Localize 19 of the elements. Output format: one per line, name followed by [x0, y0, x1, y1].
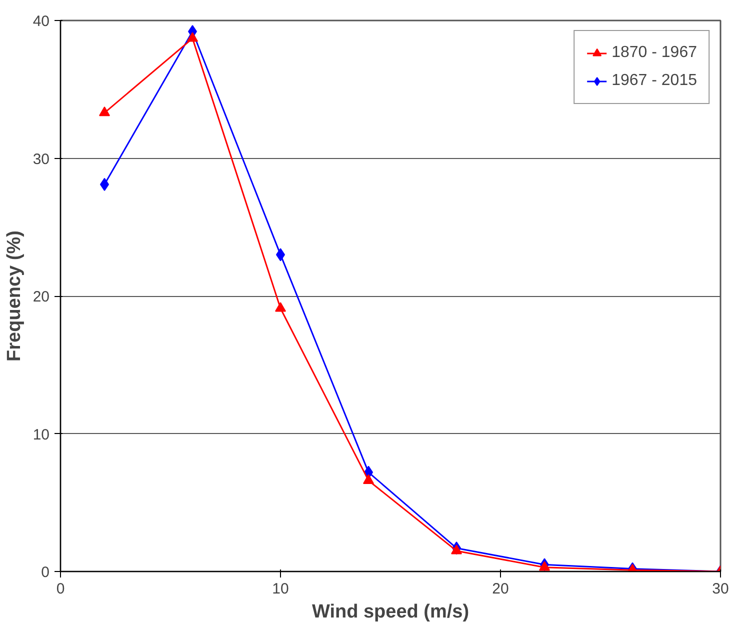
point: [539, 561, 550, 571]
y-axis-title: Frequency (%): [4, 230, 25, 362]
y-tick-label: 20: [32, 288, 50, 306]
y-tick-label: 40: [32, 13, 50, 30]
point: [99, 106, 110, 116]
x-tick-label: 10: [272, 580, 289, 598]
y-tick-label: 0: [41, 564, 50, 581]
x-axis-title: Wind speed (m/s): [312, 602, 470, 622]
x-tick-label: 30: [712, 580, 729, 598]
x-tick-label: 20: [492, 580, 509, 598]
point: [451, 544, 462, 554]
legend-label: 1967 - 2015: [612, 72, 697, 90]
x-tick-label: 0: [56, 580, 65, 598]
point: [187, 32, 198, 42]
y-tick-label: 30: [32, 150, 50, 168]
y-tick-label: 10: [32, 426, 50, 444]
point: [363, 474, 374, 484]
point: [275, 302, 286, 312]
legend-label: 1870 - 1967: [612, 44, 697, 62]
